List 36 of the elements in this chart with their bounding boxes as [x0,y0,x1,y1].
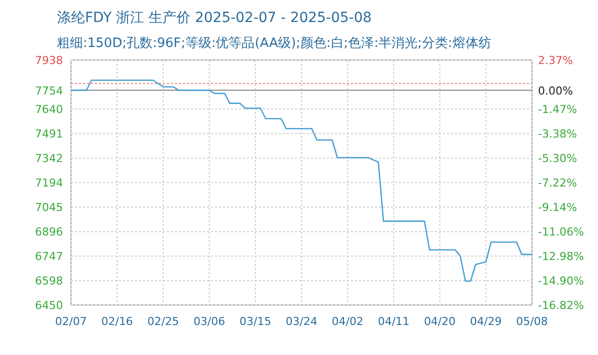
y-tick-label: 6450 [35,299,63,312]
y2-tick-label: -3.38% [538,127,577,140]
y-tick-label: 7194 [35,176,63,190]
y2-tick-label: -14.90% [538,274,584,288]
line-series [70,80,533,282]
y2-tick-label: 2.37% [538,54,573,67]
x-tick-label: 02/16 [101,315,133,328]
y-tick-label: 6747 [35,250,63,264]
y-tick-label: 7938 [35,54,63,67]
chart-title: 涤纶FDY 浙江 生产价 2025-02-07 - 2025-05-08 [57,10,372,26]
x-tick-label: 02/25 [147,315,180,328]
x-tick-label: 04/20 [424,315,456,328]
y-tick-label: 7342 [35,152,63,166]
x-tick-label: 03/06 [193,315,226,328]
x-tick-label: 03/15 [240,315,272,328]
y2-tick-label: 0.00% [538,84,573,98]
x-tick-label: 02/07 [55,315,87,328]
y-tick-label: 7491 [35,128,63,141]
y-tick-label: 7045 [35,201,63,214]
x-tick-label: 04/11 [378,315,410,328]
x-tick-label: 05/08 [516,315,548,328]
x-tick-label: 04/02 [332,315,364,328]
y2-tick-label: -11.06% [538,225,584,238]
y2-tick-label: -16.82% [538,299,584,312]
y2-tick-label: -12.98% [538,250,584,263]
y2-tick-label: -5.30% [538,152,577,165]
chart-subtitle: 粗细:150D;孔数:96F;等级:优等品(AA级);颜色:白;色泽:半消光;分类:熔体纺 [57,36,492,51]
x-tick-label: 04/29 [470,315,502,328]
y-tick-label: 6896 [35,226,63,239]
y2-tick-label: -9.14% [538,200,577,214]
y-tick-label: 6598 [35,274,63,288]
x-tick-label: 03/24 [286,315,318,328]
y-tick-label: 7640 [35,103,63,116]
y2-tick-label: -1.47% [538,103,577,116]
y2-tick-label: -7.22% [538,176,577,190]
y-tick-label: 7754 [35,84,63,98]
